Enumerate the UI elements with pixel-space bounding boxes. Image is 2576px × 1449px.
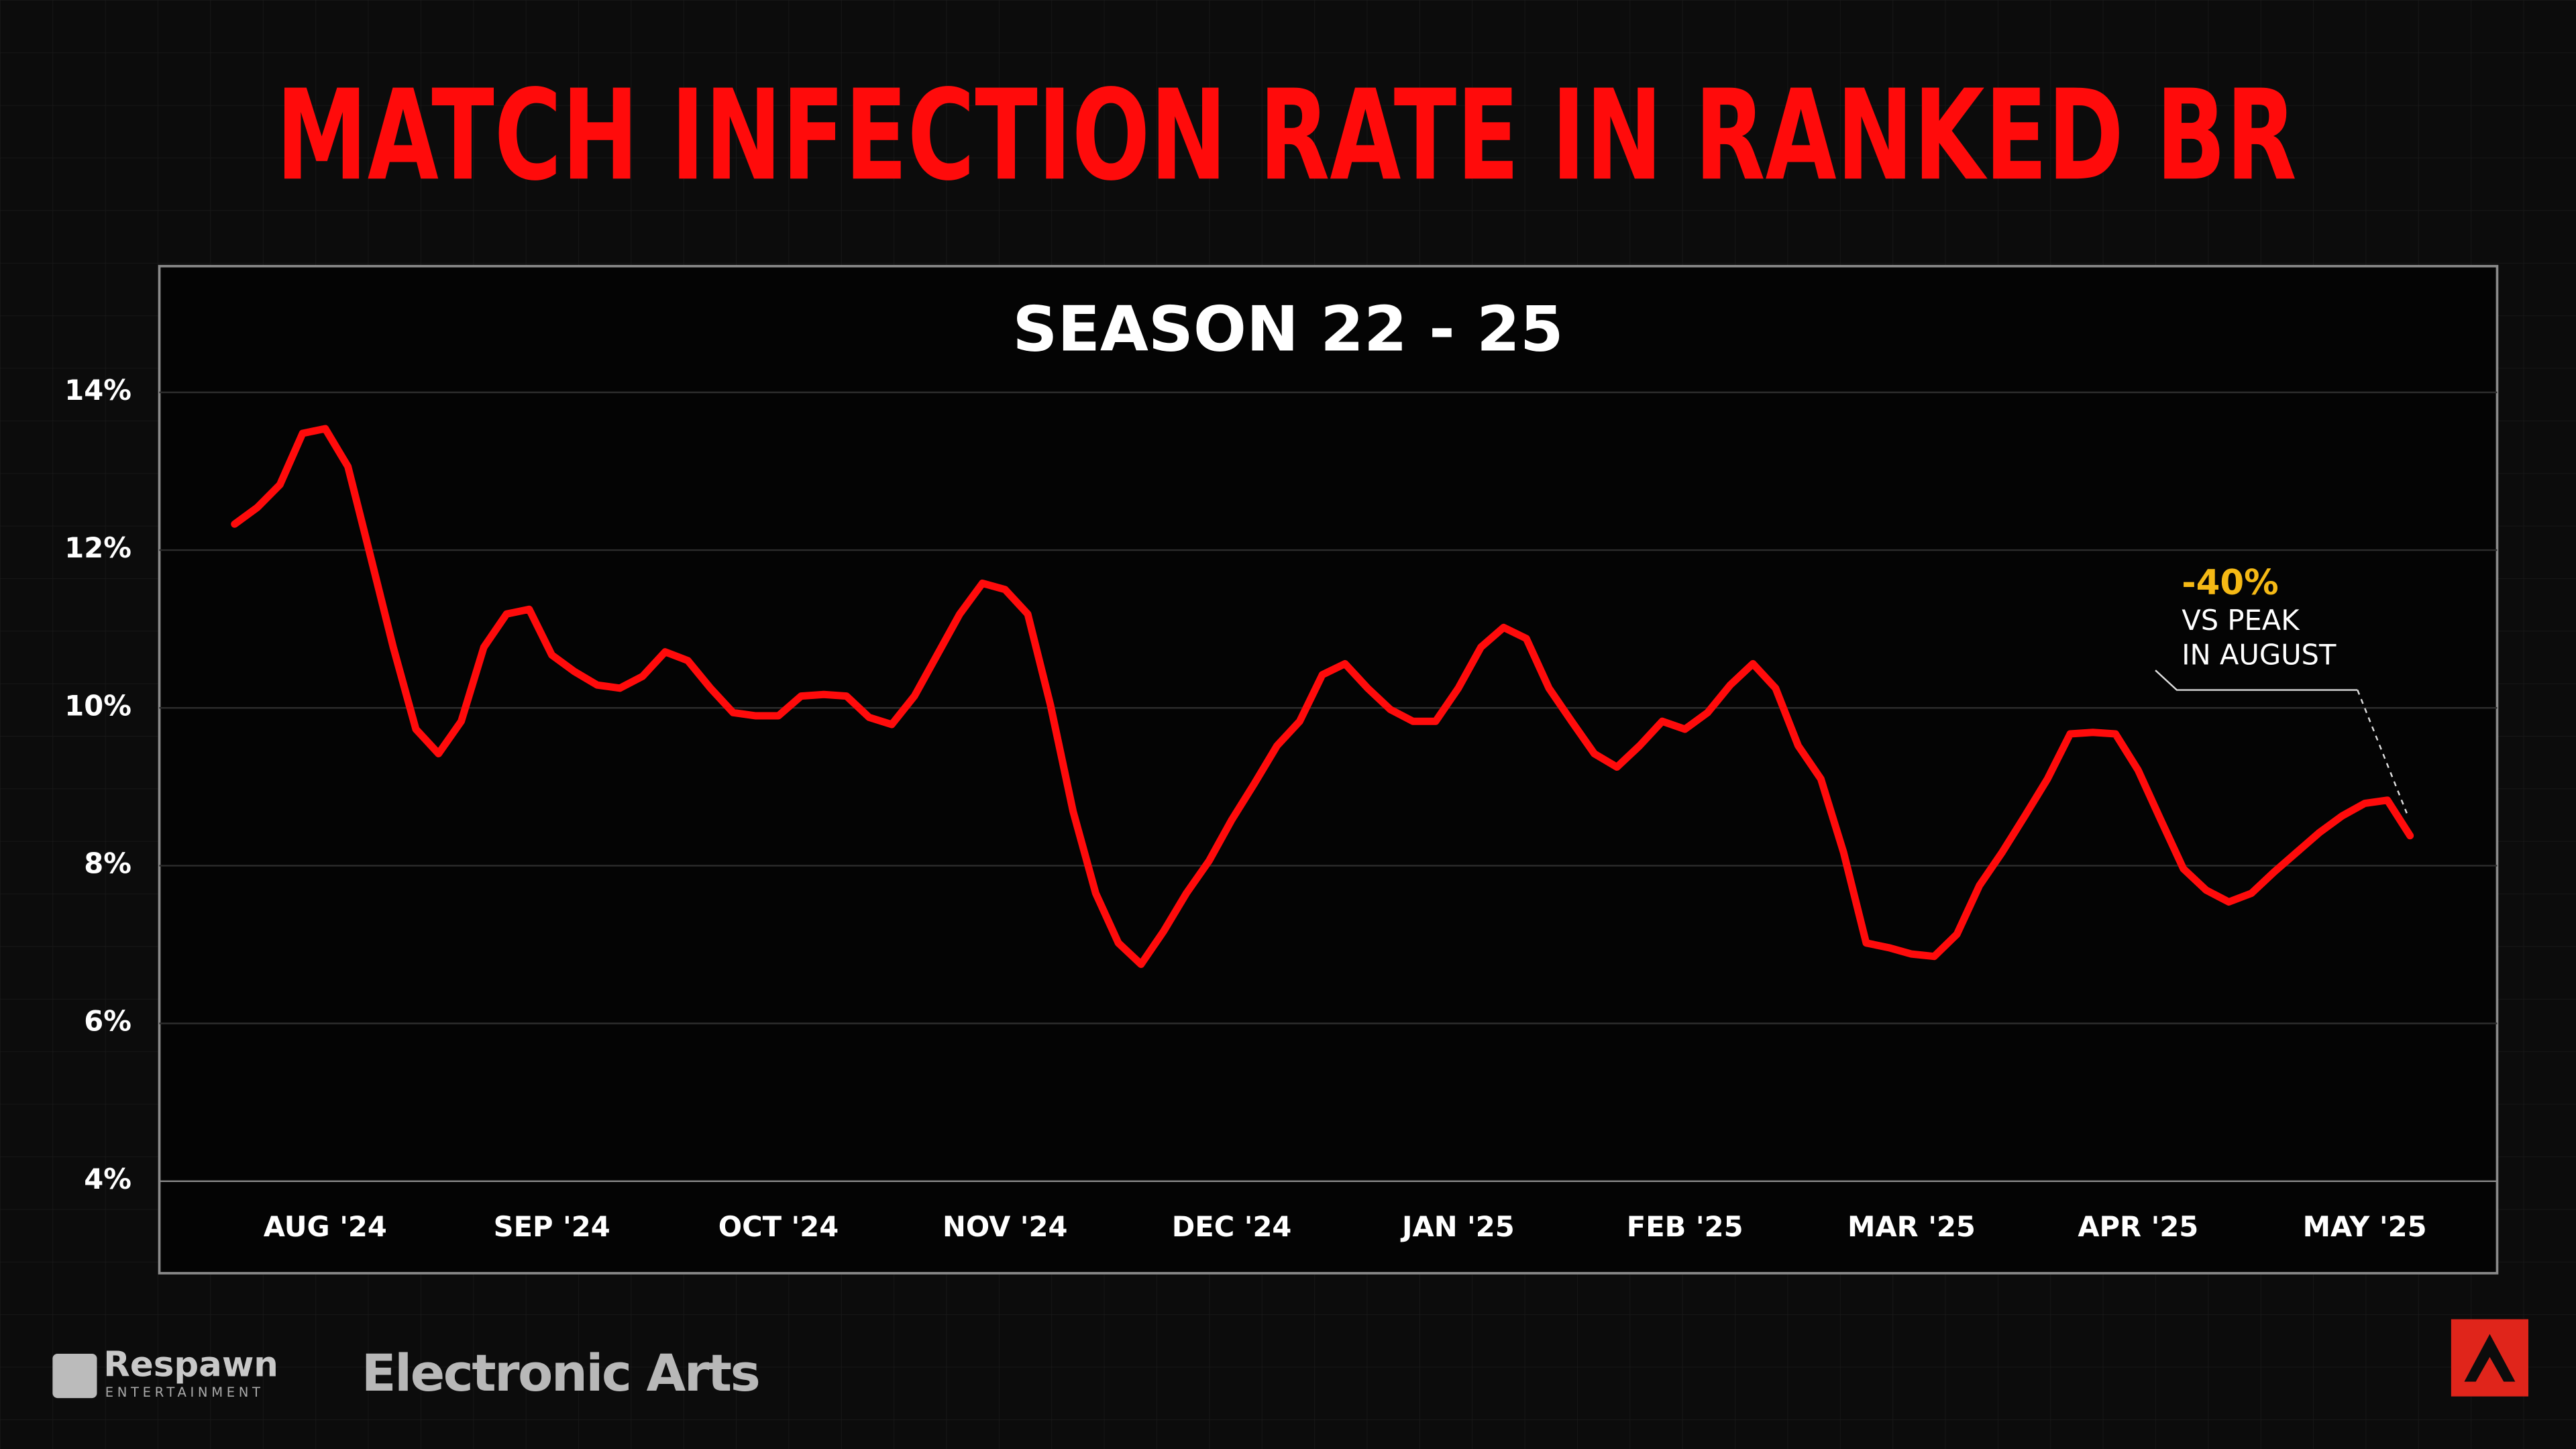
x-tick-label: DEC '24: [1172, 1210, 1292, 1243]
x-tick-label: OCT '24: [718, 1210, 839, 1243]
y-tick-label: 14%: [64, 374, 131, 407]
data-line: [231, 425, 2414, 968]
respawn-subtitle: ENTERTAINMENT: [105, 1385, 264, 1400]
y-tick-label: 8%: [84, 847, 131, 879]
respawn-logo: Respawn ENTERTAINMENT: [52, 1345, 278, 1400]
respawn-wordmark: Respawn: [103, 1345, 278, 1385]
apex-badge: [2451, 1319, 2528, 1397]
respawn-icon: [52, 1353, 97, 1399]
x-tick-label: MAR '25: [1847, 1210, 1976, 1243]
annotation-text: VS PEAK: [2182, 604, 2300, 637]
x-tick-label: NOV '24: [943, 1210, 1067, 1243]
annotation-headline: -40%: [2182, 563, 2278, 603]
x-tick-label: APR '25: [2078, 1210, 2198, 1243]
chart-subtitle: SEASON 22 - 25: [1012, 293, 1563, 366]
annotation-connector: [2357, 690, 2408, 814]
y-tick-label: 6%: [84, 1005, 131, 1038]
chart-title: MATCH INFECTION RATE IN RANKED BR: [276, 62, 2296, 208]
y-tick-label: 12%: [64, 531, 131, 564]
x-tick-label: SEP '24: [494, 1210, 610, 1243]
x-tick-label: FEB '25: [1627, 1210, 1743, 1243]
publisher-logo: Electronic Arts: [362, 1344, 759, 1403]
plot: 4% 6% 8% 10% 12% 14% AUG '24 SEP '24 OCT '24 NOV …: [64, 374, 2498, 1243]
x-tick-label: AUG '24: [264, 1210, 387, 1243]
plot-frame: [158, 264, 2499, 1275]
x-tick-label: MAY '25: [2303, 1210, 2427, 1243]
annotation-text: IN AUGUST: [2182, 639, 2337, 672]
y-tick-label: 10%: [64, 689, 131, 722]
apex-glyph: [2464, 1334, 2516, 1382]
annotation-connector: [2155, 669, 2358, 691]
y-tick-label: 4%: [84, 1163, 131, 1195]
x-tick-label: JAN '25: [1400, 1210, 1515, 1243]
annotation: -40% VS PEAK IN AUGUST: [2155, 563, 2408, 814]
apex-logo: [2451, 1319, 2528, 1397]
